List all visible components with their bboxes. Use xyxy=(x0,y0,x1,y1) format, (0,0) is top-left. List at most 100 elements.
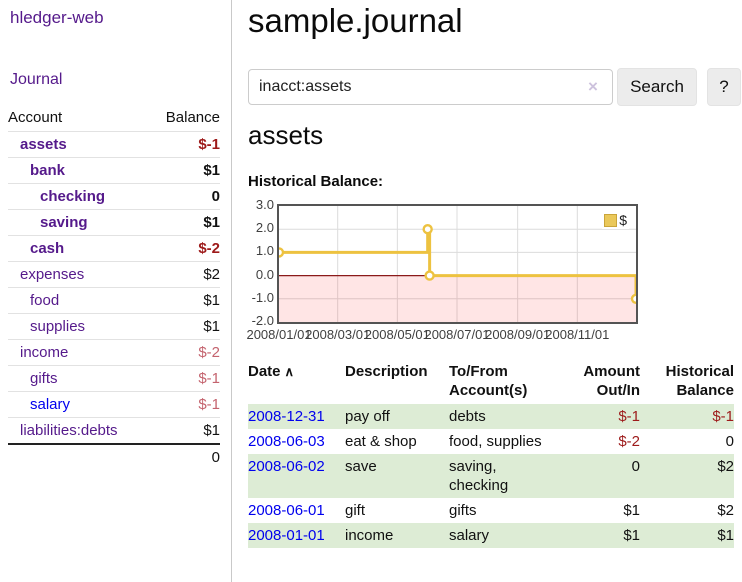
register-header-date[interactable]: Date ∧ xyxy=(248,363,295,380)
x-axis-tick-label: 2008/01/01 xyxy=(246,327,312,342)
transaction-accounts: food, supplies xyxy=(449,433,542,450)
clear-search-icon[interactable]: × xyxy=(588,77,598,96)
account-link-liabilities-debts[interactable]: liabilities:debts xyxy=(20,422,118,439)
account-link-food[interactable]: food xyxy=(30,292,60,309)
transaction-balance: $-1 xyxy=(640,404,734,429)
account-row: expenses $2 xyxy=(8,261,220,288)
register-header-balance: Historical Balance xyxy=(665,363,734,399)
y-axis-tick-label: 1.0 xyxy=(255,243,274,259)
account-row: supplies $1 xyxy=(8,313,220,340)
transaction-accounts: gifts xyxy=(449,502,477,519)
account-balance: $-2 xyxy=(148,235,220,262)
account-balance: $-1 xyxy=(148,391,220,418)
transaction-accounts: debts xyxy=(449,404,549,429)
account-balance: $-1 xyxy=(148,365,220,392)
accounts-total-row: 0 xyxy=(8,443,220,470)
accounts-total-balance: 0 xyxy=(148,443,220,470)
account-balance: $1 xyxy=(148,209,220,236)
register-header-amount: Amount Out/In xyxy=(583,363,640,399)
register-table: Date ∧ Description To/From Account(s) Amo… xyxy=(248,360,734,548)
x-axis-tick-label: 2008/07/01 xyxy=(424,327,490,342)
transaction-date-link[interactable]: 2008-06-01 xyxy=(248,502,325,519)
account-link-bank[interactable]: bank xyxy=(30,162,66,179)
y-axis-tick-label: -1.0 xyxy=(251,289,274,305)
account-row: bank $1 xyxy=(8,157,220,184)
register-header-accounts: To/From Account(s) xyxy=(449,363,528,399)
account-link-income[interactable]: income xyxy=(20,344,69,361)
register-row: 2008-12-31 pay off debts $-1 $-1 xyxy=(248,404,734,429)
app-brand-link[interactable]: hledger-web xyxy=(10,8,104,27)
x-axis-tick-label: 2008/09/01 xyxy=(485,327,551,342)
account-link-checking[interactable]: checking xyxy=(40,188,106,205)
account-row: saving $1 xyxy=(8,209,220,236)
transaction-amount: $-2 xyxy=(618,433,640,450)
account-balance: $-1 xyxy=(148,131,220,158)
historical-balance-chart: $ 3.0 2.0 1.0 0.0 -1.0 -2.0 2008/01/01 2008/03/… xyxy=(246,197,668,346)
account-balance: $1 xyxy=(148,417,220,444)
register-row: 2008-06-01 gift gifts $1 $2 xyxy=(248,498,734,523)
account-row: assets $-1 xyxy=(8,131,220,158)
account-link-supplies[interactable]: supplies xyxy=(30,318,86,335)
transaction-balance: $2 xyxy=(640,454,734,498)
accounts-header-balance: Balance xyxy=(165,109,220,126)
transaction-date-link[interactable]: 2008-06-02 xyxy=(248,458,325,475)
y-axis-tick-label: -2.0 xyxy=(251,313,274,328)
x-axis-tick-label: 2008/03/01 xyxy=(305,327,371,342)
chart-legend: $ xyxy=(602,211,629,229)
transaction-date-link[interactable]: 2008-06-03 xyxy=(248,433,325,450)
accounts-header-row: Account Balance xyxy=(8,106,220,132)
page-title: sample.journal xyxy=(248,2,463,39)
account-link-saving[interactable]: saving xyxy=(40,214,88,231)
account-link-expenses[interactable]: expenses xyxy=(20,266,85,283)
y-axis-tick-label: 0.0 xyxy=(255,266,274,282)
account-row: gifts $-1 xyxy=(8,365,220,392)
transaction-amount: $-1 xyxy=(549,404,640,429)
account-link-cash[interactable]: cash xyxy=(30,240,65,257)
transaction-amount: 0 xyxy=(549,454,640,498)
search-form: × Search ? xyxy=(248,68,742,106)
account-row: cash $-2 xyxy=(8,235,220,262)
chart-canvas xyxy=(279,206,636,322)
sidebar-item-journal[interactable]: Journal xyxy=(10,71,63,88)
y-axis-tick-label: 3.0 xyxy=(255,197,274,212)
account-row: salary $-1 xyxy=(8,391,220,418)
transaction-description: income xyxy=(345,523,449,548)
help-button[interactable]: ? xyxy=(707,68,741,106)
register-header-description: Description xyxy=(345,363,428,380)
account-balance: 0 xyxy=(148,183,220,210)
x-axis-tick-label: 2008/11/01 xyxy=(545,327,610,342)
search-button[interactable]: Search xyxy=(617,68,697,106)
y-axis-tick-label: 2.0 xyxy=(255,220,274,236)
search-input[interactable] xyxy=(248,69,613,105)
account-balance: $1 xyxy=(148,313,220,340)
transaction-accounts: salary xyxy=(449,523,549,548)
transaction-amount: $1 xyxy=(623,502,640,519)
account-heading: assets xyxy=(248,120,324,150)
transaction-description: gift xyxy=(345,502,366,519)
register-header-row: Date ∧ Description To/From Account(s) Amo… xyxy=(248,360,734,404)
accounts-table: Account Balance assets $-1 bank $1 check… xyxy=(8,106,220,470)
transaction-balance: 0 xyxy=(725,433,734,450)
register-row: 2008-06-03 eat & shop food, supplies $-2… xyxy=(248,429,734,454)
account-link-salary[interactable]: salary xyxy=(30,396,71,413)
transaction-balance: $2 xyxy=(717,502,734,519)
account-row: liabilities:debts $1 xyxy=(8,417,220,444)
transaction-date-link[interactable]: 2008-01-01 xyxy=(248,527,325,544)
account-balance: $-2 xyxy=(148,339,220,366)
register-row: 2008-01-01 income salary $1 $1 xyxy=(248,523,734,548)
account-link-gifts[interactable]: gifts xyxy=(30,370,58,387)
transaction-amount: $1 xyxy=(549,523,640,548)
main-content: sample.journal × Search ? assets Histori… xyxy=(246,0,742,582)
account-balance: $2 xyxy=(148,261,220,288)
account-link-assets[interactable]: assets xyxy=(20,136,67,153)
sort-ascending-icon: ∧ xyxy=(284,364,295,379)
legend-label: $ xyxy=(619,212,627,228)
transaction-accounts: saving, checking xyxy=(449,454,549,498)
account-row: food $1 xyxy=(8,287,220,314)
legend-swatch-icon xyxy=(604,213,618,227)
account-row: income $-2 xyxy=(8,339,220,366)
transaction-date-link[interactable]: 2008-12-31 xyxy=(248,408,325,425)
chart-title: Historical Balance: xyxy=(248,173,384,190)
register-row: 2008-06-02 save saving, checking 0 $2 xyxy=(248,454,734,498)
account-balance: $1 xyxy=(148,287,220,314)
